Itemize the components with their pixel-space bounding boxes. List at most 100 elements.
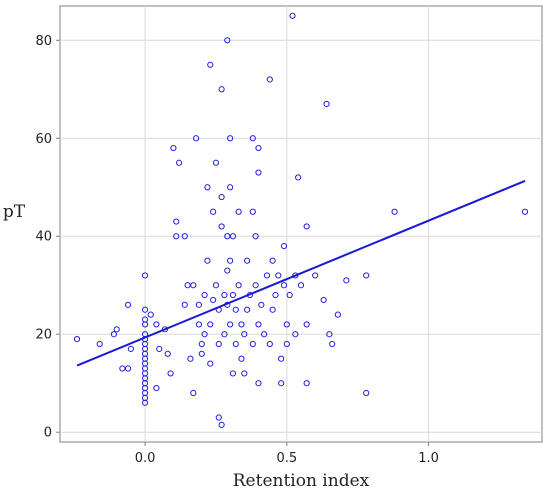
data-point (244, 257, 251, 264)
data-point (521, 208, 529, 215)
data-point (124, 301, 132, 308)
data-point (207, 61, 214, 68)
fit-line-group (76, 179, 526, 367)
data-point (141, 316, 149, 323)
data-point (249, 340, 256, 348)
data-point (303, 321, 310, 328)
data-point (252, 282, 259, 289)
y-tick-label: 20 (35, 328, 52, 343)
data-point (363, 272, 370, 279)
data-point (272, 291, 279, 299)
data-point (289, 12, 296, 19)
data-point (218, 421, 225, 428)
y-tick-label: 60 (35, 132, 52, 147)
data-point (229, 291, 237, 299)
data-point (286, 291, 293, 299)
data-point (241, 331, 248, 338)
data-point (283, 321, 290, 328)
data-point (113, 326, 120, 333)
data-point (227, 184, 234, 191)
data-point (195, 321, 203, 328)
data-point (391, 208, 398, 215)
x-tick-label: 0.0 (135, 451, 156, 466)
data-point (204, 257, 211, 264)
data-point (147, 311, 154, 318)
data-point (141, 272, 149, 279)
data-point (210, 296, 217, 304)
data-point (181, 301, 188, 308)
data-point (153, 385, 160, 392)
data-point (343, 277, 350, 284)
data-point (170, 144, 177, 152)
data-point (283, 340, 290, 348)
data-point (269, 257, 276, 264)
data-point (235, 208, 242, 215)
data-point (73, 336, 81, 343)
data-point (187, 355, 194, 362)
data-point (141, 306, 149, 313)
data-point (249, 135, 256, 142)
data-point (238, 355, 245, 362)
data-point (280, 242, 288, 250)
data-point (190, 389, 197, 397)
data-point (227, 321, 234, 328)
data-point (241, 370, 248, 377)
data-point (212, 282, 220, 289)
data-point (303, 380, 310, 387)
data-point (224, 267, 231, 274)
y-tick-label: 40 (35, 230, 52, 245)
data-point (156, 345, 163, 353)
data-point (173, 218, 180, 225)
x-axis-label: Retention index (233, 471, 370, 491)
y-tick-label: 80 (35, 34, 52, 49)
data-point (329, 340, 336, 348)
data-point (278, 380, 285, 387)
data-point (218, 223, 225, 230)
data-point (192, 135, 200, 142)
data-point (96, 340, 103, 348)
data-point (275, 272, 282, 279)
x-axis: 0.0 0.5 1.0 (135, 442, 439, 466)
data-point (263, 272, 271, 279)
data-point (204, 184, 211, 191)
y-axis-label: pT (3, 202, 26, 222)
data-point (224, 37, 231, 44)
scatter-points (73, 12, 529, 428)
data-point (363, 389, 370, 397)
data-point (252, 233, 259, 240)
data-point (297, 282, 305, 289)
data-point (258, 301, 265, 308)
y-axis: 0 20 40 60 80 (35, 34, 60, 441)
data-point (210, 208, 217, 215)
data-point (218, 86, 225, 93)
data-point (215, 414, 222, 421)
data-point (292, 331, 299, 338)
data-point (167, 370, 174, 377)
data-point (261, 331, 268, 338)
data-point (323, 100, 330, 108)
data-point (201, 291, 208, 299)
data-point (255, 321, 262, 328)
data-point (229, 370, 237, 377)
x-tick-label: 1.0 (418, 451, 439, 466)
data-point (164, 350, 171, 357)
x-grid (144, 6, 430, 442)
data-point (207, 321, 214, 328)
y-tick-label: 0 (44, 426, 52, 441)
data-point (175, 159, 183, 166)
data-point (266, 76, 273, 83)
plot-area (59, 5, 543, 443)
y-grid (60, 39, 542, 433)
data-point (255, 169, 262, 176)
data-point (303, 223, 310, 230)
data-point (153, 321, 160, 328)
data-point (110, 331, 117, 338)
regression-line (76, 179, 526, 367)
data-point (221, 291, 228, 299)
data-point (221, 331, 228, 338)
data-point (124, 365, 132, 372)
data-point (212, 159, 220, 166)
data-point (326, 331, 333, 338)
